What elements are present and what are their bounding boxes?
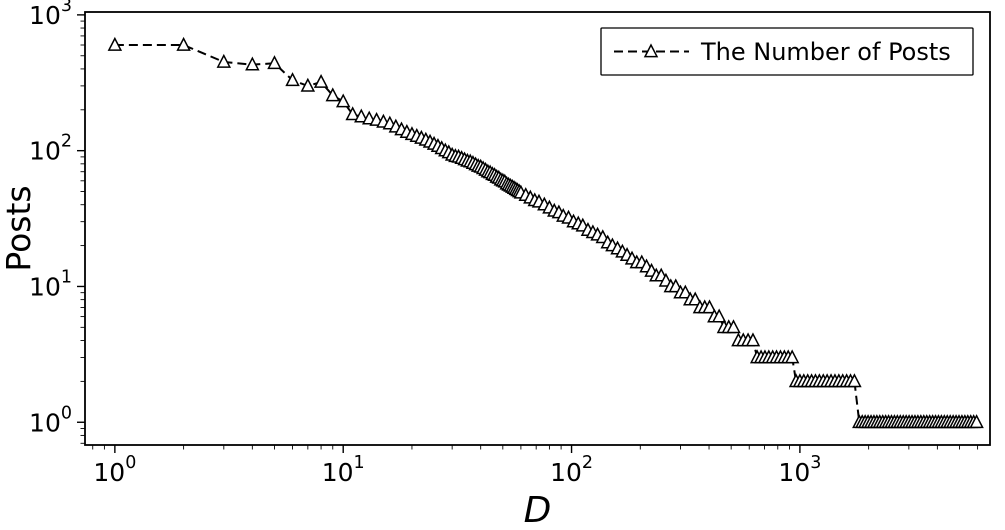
triangle-marker bbox=[354, 108, 369, 123]
triangle-marker bbox=[784, 349, 800, 364]
triangle-marker bbox=[300, 77, 316, 92]
x-tick-label: 100 bbox=[93, 453, 136, 487]
x-tick-label: 101 bbox=[322, 453, 365, 487]
triangle-marker bbox=[335, 93, 351, 108]
triangle-marker bbox=[245, 56, 260, 71]
triangle-marker bbox=[687, 291, 703, 306]
x-tick-label: 102 bbox=[550, 453, 593, 487]
plot-border bbox=[84, 11, 991, 446]
triangle-marker bbox=[847, 373, 862, 388]
legend-label: The Number of Posts bbox=[700, 38, 951, 66]
x-axis-label: D bbox=[524, 490, 552, 530]
legend-box bbox=[600, 27, 974, 76]
series-posts bbox=[107, 36, 984, 429]
triangle-marker bbox=[711, 308, 727, 323]
y-axis-label: Posts bbox=[0, 185, 38, 271]
triangle-marker bbox=[176, 36, 191, 51]
triangle-marker bbox=[678, 284, 693, 299]
triangle-marker bbox=[969, 414, 984, 429]
triangle-marker bbox=[107, 36, 123, 51]
triangle-marker bbox=[745, 332, 761, 347]
y-tick-label: 103 bbox=[29, 0, 72, 30]
legend: The Number of Posts bbox=[600, 27, 974, 76]
y-tick-label: 101 bbox=[29, 267, 72, 301]
triangle-marker bbox=[702, 299, 717, 314]
x-tick-label: 103 bbox=[778, 453, 821, 487]
triangle-marker bbox=[285, 72, 300, 87]
triangle-marker bbox=[313, 73, 329, 88]
triangle-marker bbox=[325, 87, 340, 102]
triangle-marker bbox=[643, 43, 659, 58]
y-tick-label: 100 bbox=[29, 403, 72, 437]
triangle-marker bbox=[726, 319, 741, 334]
triangle-marker bbox=[267, 55, 282, 70]
series-line bbox=[114, 44, 977, 424]
triangle-marker bbox=[345, 106, 360, 121]
triangle-marker bbox=[216, 53, 232, 68]
y-tick-label: 102 bbox=[29, 132, 72, 166]
